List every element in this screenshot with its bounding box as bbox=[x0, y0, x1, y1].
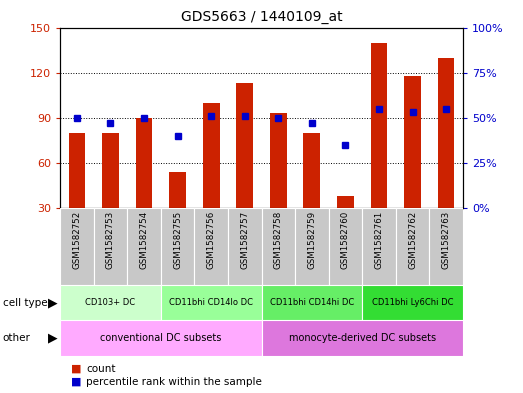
Text: GSM1582757: GSM1582757 bbox=[240, 211, 249, 269]
Bar bbox=[236, 83, 253, 208]
Bar bbox=[169, 172, 186, 208]
Bar bbox=[438, 58, 454, 208]
Text: percentile rank within the sample: percentile rank within the sample bbox=[86, 377, 262, 387]
Bar bbox=[295, 208, 328, 285]
Text: count: count bbox=[86, 364, 116, 374]
Bar bbox=[127, 208, 161, 285]
Bar bbox=[362, 208, 396, 285]
Text: CD11bhi CD14hi DC: CD11bhi CD14hi DC bbox=[270, 298, 354, 307]
Text: other: other bbox=[3, 333, 30, 343]
Bar bbox=[396, 208, 429, 285]
Text: CD11bhi Ly6Chi DC: CD11bhi Ly6Chi DC bbox=[372, 298, 453, 307]
Text: ▶: ▶ bbox=[48, 331, 57, 345]
Text: CD103+ DC: CD103+ DC bbox=[85, 298, 135, 307]
Bar bbox=[328, 208, 362, 285]
Bar bbox=[195, 208, 228, 285]
Bar bbox=[228, 208, 262, 285]
Text: GSM1582763: GSM1582763 bbox=[441, 211, 451, 269]
Bar bbox=[94, 208, 127, 285]
Text: GDS5663 / 1440109_at: GDS5663 / 1440109_at bbox=[180, 10, 343, 24]
Text: monocyte-derived DC subsets: monocyte-derived DC subsets bbox=[289, 333, 436, 343]
Bar bbox=[303, 133, 320, 208]
Bar bbox=[60, 208, 94, 285]
Bar bbox=[429, 208, 463, 285]
Bar bbox=[262, 320, 463, 356]
Text: GSM1582754: GSM1582754 bbox=[140, 211, 149, 269]
Text: GSM1582753: GSM1582753 bbox=[106, 211, 115, 269]
Bar bbox=[161, 285, 262, 320]
Text: ■: ■ bbox=[71, 364, 81, 374]
Bar bbox=[161, 208, 195, 285]
Text: GSM1582760: GSM1582760 bbox=[341, 211, 350, 269]
Text: GSM1582752: GSM1582752 bbox=[72, 211, 82, 269]
Text: cell type: cell type bbox=[3, 298, 47, 308]
Bar bbox=[69, 133, 85, 208]
Text: ■: ■ bbox=[71, 377, 81, 387]
Text: GSM1582756: GSM1582756 bbox=[207, 211, 215, 269]
Text: GSM1582761: GSM1582761 bbox=[374, 211, 383, 269]
Text: GSM1582762: GSM1582762 bbox=[408, 211, 417, 269]
Bar bbox=[270, 114, 287, 208]
Bar bbox=[337, 196, 354, 208]
Bar bbox=[262, 208, 295, 285]
Text: conventional DC subsets: conventional DC subsets bbox=[100, 333, 222, 343]
Text: GSM1582758: GSM1582758 bbox=[274, 211, 283, 269]
Bar bbox=[102, 133, 119, 208]
Text: ▶: ▶ bbox=[48, 296, 57, 309]
Bar bbox=[362, 285, 463, 320]
Bar bbox=[60, 285, 161, 320]
Text: CD11bhi CD14lo DC: CD11bhi CD14lo DC bbox=[169, 298, 253, 307]
Text: GSM1582759: GSM1582759 bbox=[308, 211, 316, 269]
Bar bbox=[404, 76, 421, 208]
Bar bbox=[371, 42, 388, 208]
Text: GSM1582755: GSM1582755 bbox=[173, 211, 182, 269]
Bar bbox=[60, 320, 262, 356]
Bar bbox=[203, 103, 220, 208]
Bar bbox=[135, 118, 152, 208]
Bar bbox=[262, 285, 362, 320]
